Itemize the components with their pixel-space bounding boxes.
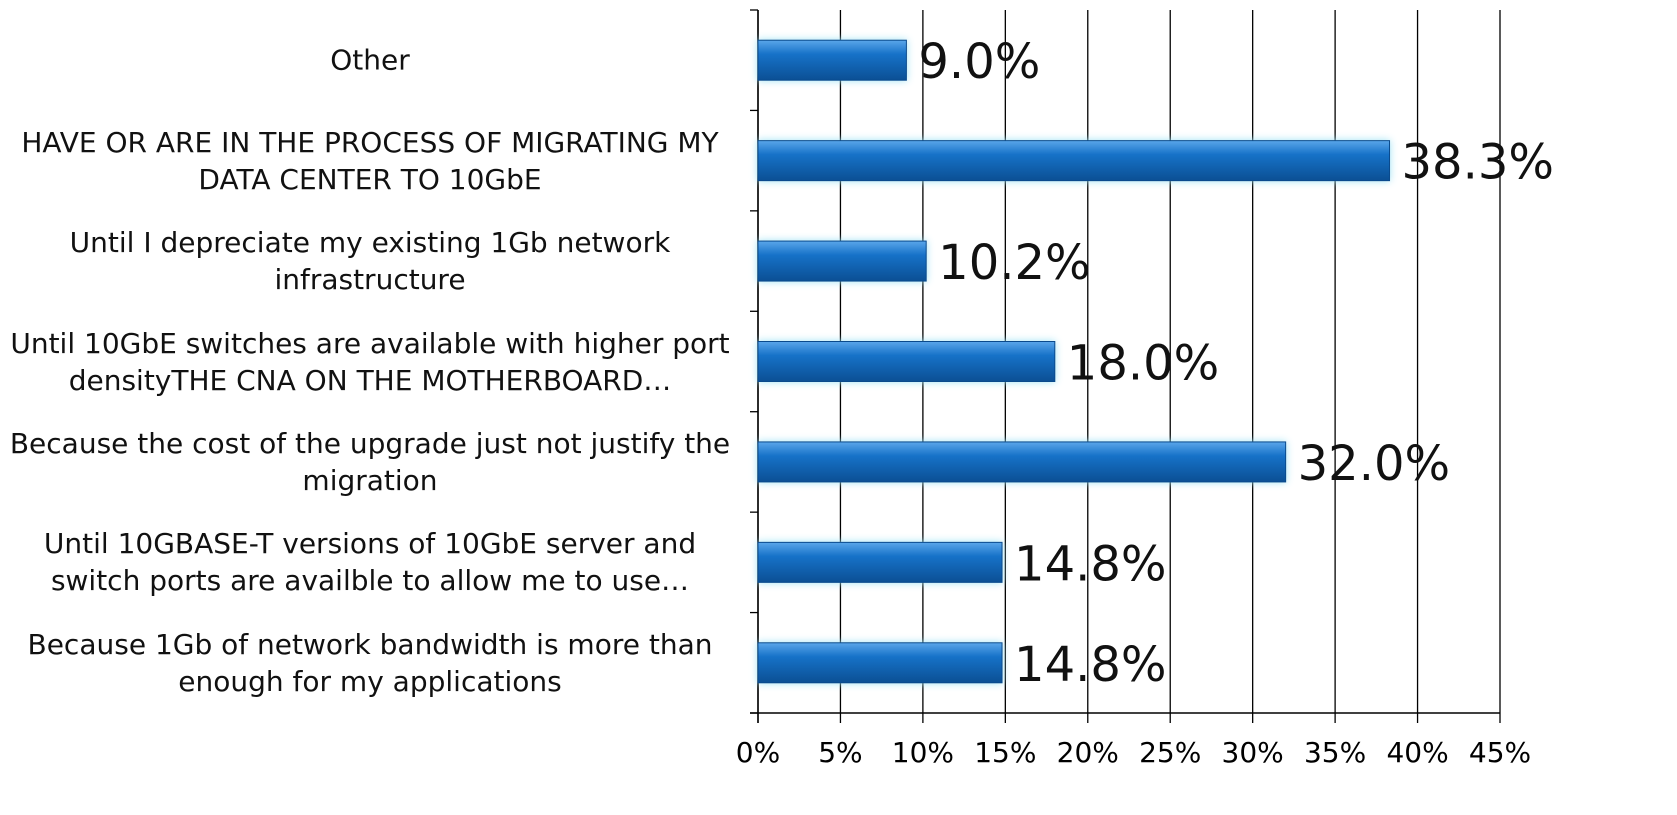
- x-tick-label: 35%: [1304, 736, 1366, 769]
- x-tick-label: 15%: [974, 736, 1036, 769]
- value-label: 9.0%: [918, 34, 1040, 90]
- bar: [757, 541, 1003, 583]
- value-label: 18.0%: [1067, 336, 1219, 392]
- category-label: Until I depreciate my existing 1Gb netwo…: [69, 226, 671, 297]
- bar: [757, 39, 907, 81]
- x-tick-label: 20%: [1057, 736, 1119, 769]
- bar: [757, 240, 927, 282]
- bar: [757, 341, 1056, 382]
- x-tick-label: 30%: [1222, 736, 1284, 769]
- x-tick-label: 25%: [1139, 736, 1201, 769]
- category-label: HAVE OR ARE IN THE PROCESS OF MIGRATING …: [21, 125, 719, 196]
- value-label: 14.8%: [1014, 536, 1166, 592]
- value-label: 14.8%: [1014, 637, 1166, 693]
- category-label: Other: [330, 43, 410, 77]
- x-tick-label: 5%: [818, 736, 862, 769]
- bar: [757, 441, 1287, 483]
- bar: [757, 642, 1003, 684]
- category-label: Until 10GBASE-T versions of 10GbE server…: [43, 527, 697, 598]
- value-label: 38.3%: [1402, 135, 1554, 191]
- x-tick-label: 45%: [1469, 736, 1531, 769]
- category-label: Until 10GbE switches are available with …: [10, 326, 730, 397]
- category-label: Because 1Gb of network bandwidth is more…: [27, 627, 713, 698]
- bar: [757, 140, 1391, 182]
- value-label: 32.0%: [1298, 436, 1450, 492]
- category-label: Because the cost of the upgrade just not…: [9, 426, 731, 497]
- x-tick-label: 40%: [1386, 736, 1448, 769]
- x-tick-label: 10%: [892, 736, 954, 769]
- x-tick-label: 0%: [736, 736, 780, 769]
- value-label: 10.2%: [938, 235, 1090, 291]
